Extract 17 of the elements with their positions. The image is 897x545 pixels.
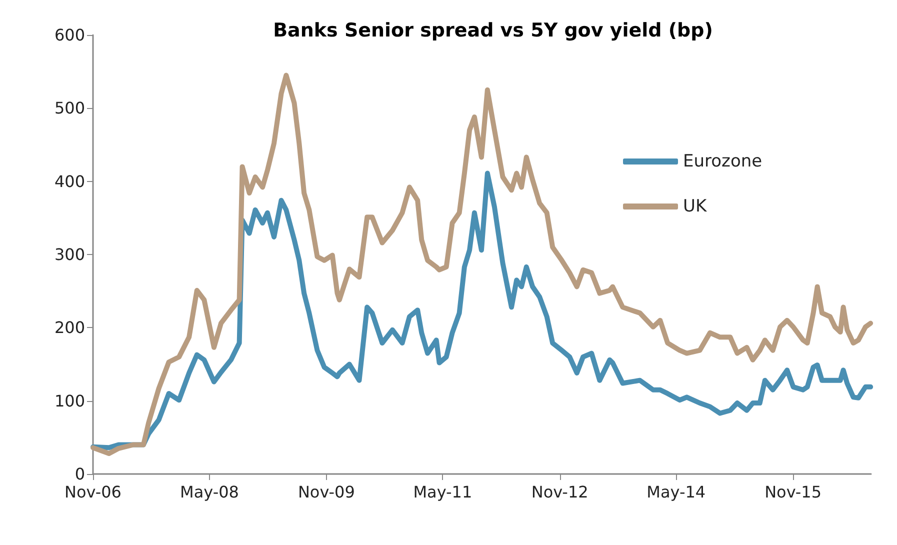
x-tick-label: May-14 [646,482,706,502]
legend-label: UK [683,196,708,216]
x-tick-label: May-08 [180,482,239,502]
y-tick-label: 200 [54,318,85,338]
chart-title: Banks Senior spread vs 5Y gov yield (bp) [273,20,713,42]
x-tick-label: Nov-06 [64,482,122,502]
legend-label: Eurozone [683,152,762,172]
y-tick-label: 100 [54,391,85,410]
y-tick-label: 400 [54,172,85,191]
x-tick-label: Nov-15 [764,482,822,502]
x-tick-label: Nov-12 [531,482,588,502]
x-tick-label: May-11 [413,482,472,502]
y-tick-label: 500 [54,98,85,118]
y-tick-label: 0 [74,464,85,484]
y-tick-label: 300 [54,245,85,264]
x-tick-label: Nov-09 [298,482,355,502]
y-tick-label: 600 [54,26,85,44]
